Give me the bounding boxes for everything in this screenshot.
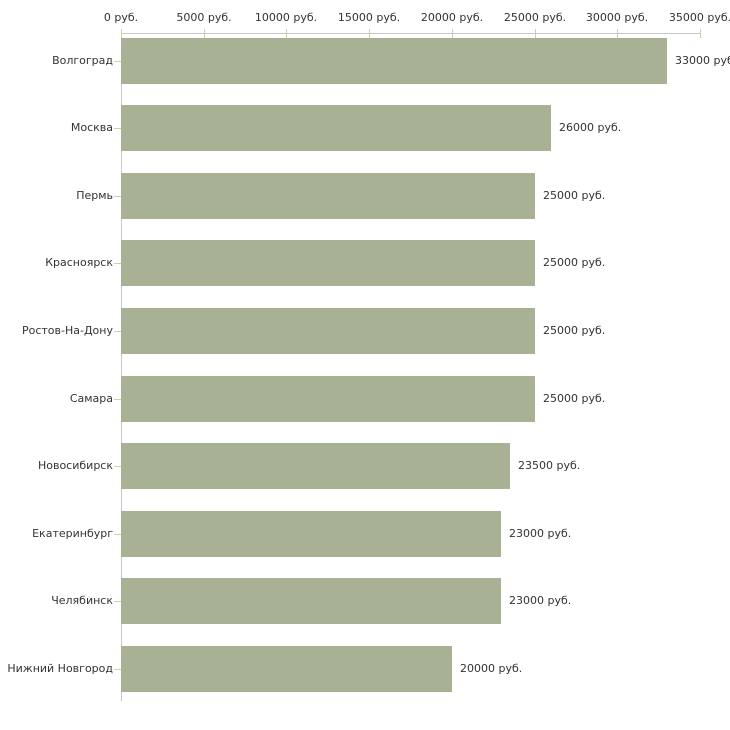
- x-axis-tick: [286, 29, 287, 38]
- x-axis-tick-label: 5000 руб.: [176, 11, 232, 24]
- category-label: Нижний Новгород: [7, 662, 113, 675]
- value-label: 26000 руб.: [559, 121, 622, 134]
- category-tick: [114, 466, 121, 467]
- bar: [121, 511, 501, 557]
- value-label: 23000 руб.: [509, 527, 572, 540]
- category-label: Екатеринбург: [32, 527, 113, 540]
- x-axis-tick: [204, 29, 205, 38]
- bar: [121, 240, 535, 286]
- bar: [121, 443, 510, 489]
- x-axis-tick-label: 20000 руб.: [420, 11, 484, 24]
- bar: [121, 105, 551, 151]
- category-tick: [114, 196, 121, 197]
- value-label: 25000 руб.: [543, 256, 606, 269]
- category-label: Пермь: [76, 189, 113, 202]
- x-axis-tick-label: 30000 руб.: [585, 11, 649, 24]
- bar: [121, 646, 452, 692]
- bar: [121, 173, 535, 219]
- category-label: Челябинск: [51, 594, 113, 607]
- x-axis-tick-label: 35000 руб.: [668, 11, 730, 24]
- value-label: 23500 руб.: [518, 459, 581, 472]
- x-axis-line: [121, 33, 700, 34]
- value-label: 25000 руб.: [543, 392, 606, 405]
- value-label: 25000 руб.: [543, 189, 606, 202]
- bar: [121, 38, 667, 84]
- x-axis-tick: [369, 29, 370, 38]
- category-label: Ростов-На-Дону: [21, 324, 113, 337]
- x-axis-tick: [617, 29, 618, 38]
- x-axis-tick: [452, 29, 453, 38]
- x-axis-tick-label: 25000 руб.: [503, 11, 567, 24]
- x-axis-tick-label: 10000 руб.: [254, 11, 318, 24]
- bar: [121, 578, 501, 624]
- y-axis-line: [121, 33, 122, 701]
- value-label: 23000 руб.: [509, 594, 572, 607]
- category-tick: [114, 534, 121, 535]
- category-label: Волгоград: [52, 54, 113, 67]
- category-tick: [114, 331, 121, 332]
- category-tick: [114, 263, 121, 264]
- category-label: Красноярск: [45, 256, 113, 269]
- category-tick: [114, 61, 121, 62]
- x-axis-tick: [700, 29, 701, 38]
- bar: [121, 376, 535, 422]
- x-axis-tick-label: 15000 руб.: [337, 11, 401, 24]
- x-axis-tick: [535, 29, 536, 38]
- category-label: Самара: [69, 392, 113, 405]
- value-label: 33000 руб.: [675, 54, 730, 67]
- x-axis-tick: [121, 29, 122, 38]
- category-tick: [114, 128, 121, 129]
- value-label: 25000 руб.: [543, 324, 606, 337]
- x-axis-tick-label: 0 руб.: [103, 11, 139, 24]
- value-label: 20000 руб.: [460, 662, 523, 675]
- category-tick: [114, 399, 121, 400]
- category-tick: [114, 669, 121, 670]
- category-label: Москва: [70, 121, 113, 134]
- category-label: Новосибирск: [37, 459, 113, 472]
- bar: [121, 308, 535, 354]
- category-tick: [114, 601, 121, 602]
